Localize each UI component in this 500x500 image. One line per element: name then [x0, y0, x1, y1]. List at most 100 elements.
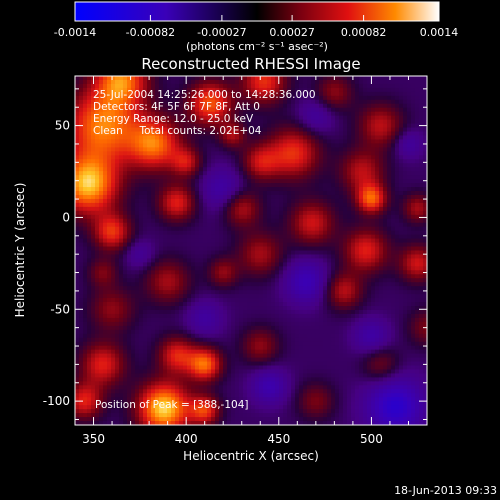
heatmap-cell: [199, 254, 204, 260]
heatmap-cell: [191, 254, 196, 260]
heatmap-cell: [79, 87, 84, 93]
heatmap-cell: [267, 294, 272, 299]
heatmap-cell: [263, 254, 268, 260]
heatmap-cell: [239, 286, 244, 291]
heatmap-cell: [135, 282, 140, 287]
heatmap-cell: [119, 298, 124, 303]
heatmap-cell: [247, 179, 252, 184]
heatmap-cell: [131, 175, 136, 180]
heatmap-cell: [331, 258, 336, 263]
heatmap-cell: [147, 127, 152, 133]
heatmap-cell: [363, 99, 368, 105]
heatmap-cell: [207, 222, 212, 228]
heatmap-cell: [395, 294, 400, 299]
heatmap-cell: [167, 163, 172, 168]
heatmap-cell: [95, 266, 100, 271]
heatmap-cell: [159, 131, 164, 137]
heatmap-cell: [83, 238, 88, 244]
heatmap-cell: [283, 95, 288, 101]
heatmap-cell: [83, 298, 88, 303]
heatmap-cell: [183, 206, 188, 212]
heatmap-cell: [115, 214, 120, 220]
heatmap-cell: [387, 191, 392, 196]
heatmap-cell: [235, 183, 240, 188]
heatmap-cell: [255, 210, 260, 216]
heatmap-cell: [415, 294, 420, 299]
heatmap-cell: [259, 290, 264, 295]
heatmap-cell: [203, 234, 208, 240]
heatmap-cell: [287, 226, 292, 232]
heatmap-cell: [263, 99, 268, 105]
heatmap-cell: [423, 238, 427, 244]
heatmap-cell: [179, 282, 184, 287]
heatmap-cell: [343, 167, 348, 172]
heatmap-cell: [199, 246, 204, 252]
heatmap-cell: [391, 167, 396, 172]
heatmap-cell: [139, 143, 144, 148]
heatmap-cell: [343, 107, 348, 113]
heatmap-cell: [351, 87, 356, 93]
heatmap-cell: [271, 139, 276, 145]
heatmap-cell: [247, 234, 252, 240]
heatmap-cell: [363, 266, 368, 271]
heatmap-cell: [79, 155, 84, 160]
heatmap-cell: [155, 79, 160, 85]
heatmap-cell: [311, 171, 316, 176]
heatmap-cell: [267, 179, 272, 184]
heatmap-cell: [91, 191, 96, 196]
heatmap-cell: [175, 230, 180, 236]
heatmap-cell: [399, 222, 404, 228]
heatmap-cell: [183, 298, 188, 303]
heatmap-cell: [143, 266, 148, 271]
heatmap-cell: [259, 76, 264, 81]
heatmap-cell: [343, 159, 348, 164]
heatmap-cell: [191, 234, 196, 240]
heatmap-cell: [219, 290, 224, 295]
heatmap-cell: [103, 163, 108, 168]
heatmap-cell: [383, 127, 388, 133]
heatmap-cell: [219, 115, 224, 121]
heatmap-cell: [415, 179, 420, 184]
heatmap-cell: [411, 127, 416, 133]
heatmap-cell: [307, 210, 312, 216]
heatmap-cell: [255, 87, 260, 93]
heatmap-cell: [323, 115, 328, 121]
heatmap-cell: [271, 242, 276, 248]
heatmap-cell: [87, 91, 92, 97]
heatmap-cell: [79, 131, 84, 137]
heatmap-cell: [95, 147, 100, 152]
heatmap-cell: [379, 286, 384, 291]
heatmap-cell: [303, 99, 308, 105]
heatmap-cell: [391, 135, 396, 141]
heatmap-cell: [211, 210, 216, 216]
heatmap-cell: [187, 226, 192, 232]
heatmap-cell: [407, 179, 412, 184]
heatmap-cell: [399, 87, 404, 93]
heatmap-cell: [191, 179, 196, 184]
heatmap-cell: [247, 266, 252, 271]
heatmap-cell: [255, 250, 260, 256]
heatmap-cell: [287, 194, 292, 200]
heatmap-cell: [367, 91, 372, 97]
heatmap-cell: [163, 167, 168, 172]
heatmap-cell: [415, 115, 420, 121]
heatmap-cell: [175, 171, 180, 176]
heatmap-cell: [199, 242, 204, 248]
heatmap-cell: [263, 198, 268, 204]
heatmap-cell: [95, 226, 100, 232]
heatmap-cell: [355, 191, 360, 196]
heatmap-cell: [87, 95, 92, 101]
heatmap-cell: [347, 258, 352, 263]
heatmap-cell: [199, 119, 204, 125]
heatmap-cell: [183, 274, 188, 279]
heatmap-cell: [359, 79, 364, 85]
heatmap-cell: [75, 206, 80, 212]
heatmap-cell: [387, 83, 392, 89]
heatmap-cell: [411, 218, 416, 224]
heatmap-cell: [127, 91, 132, 97]
heatmap-cell: [403, 163, 408, 168]
heatmap-cell: [351, 147, 356, 152]
heatmap-cell: [163, 143, 168, 148]
heatmap-cell: [367, 171, 372, 176]
heatmap-cell: [375, 238, 380, 244]
